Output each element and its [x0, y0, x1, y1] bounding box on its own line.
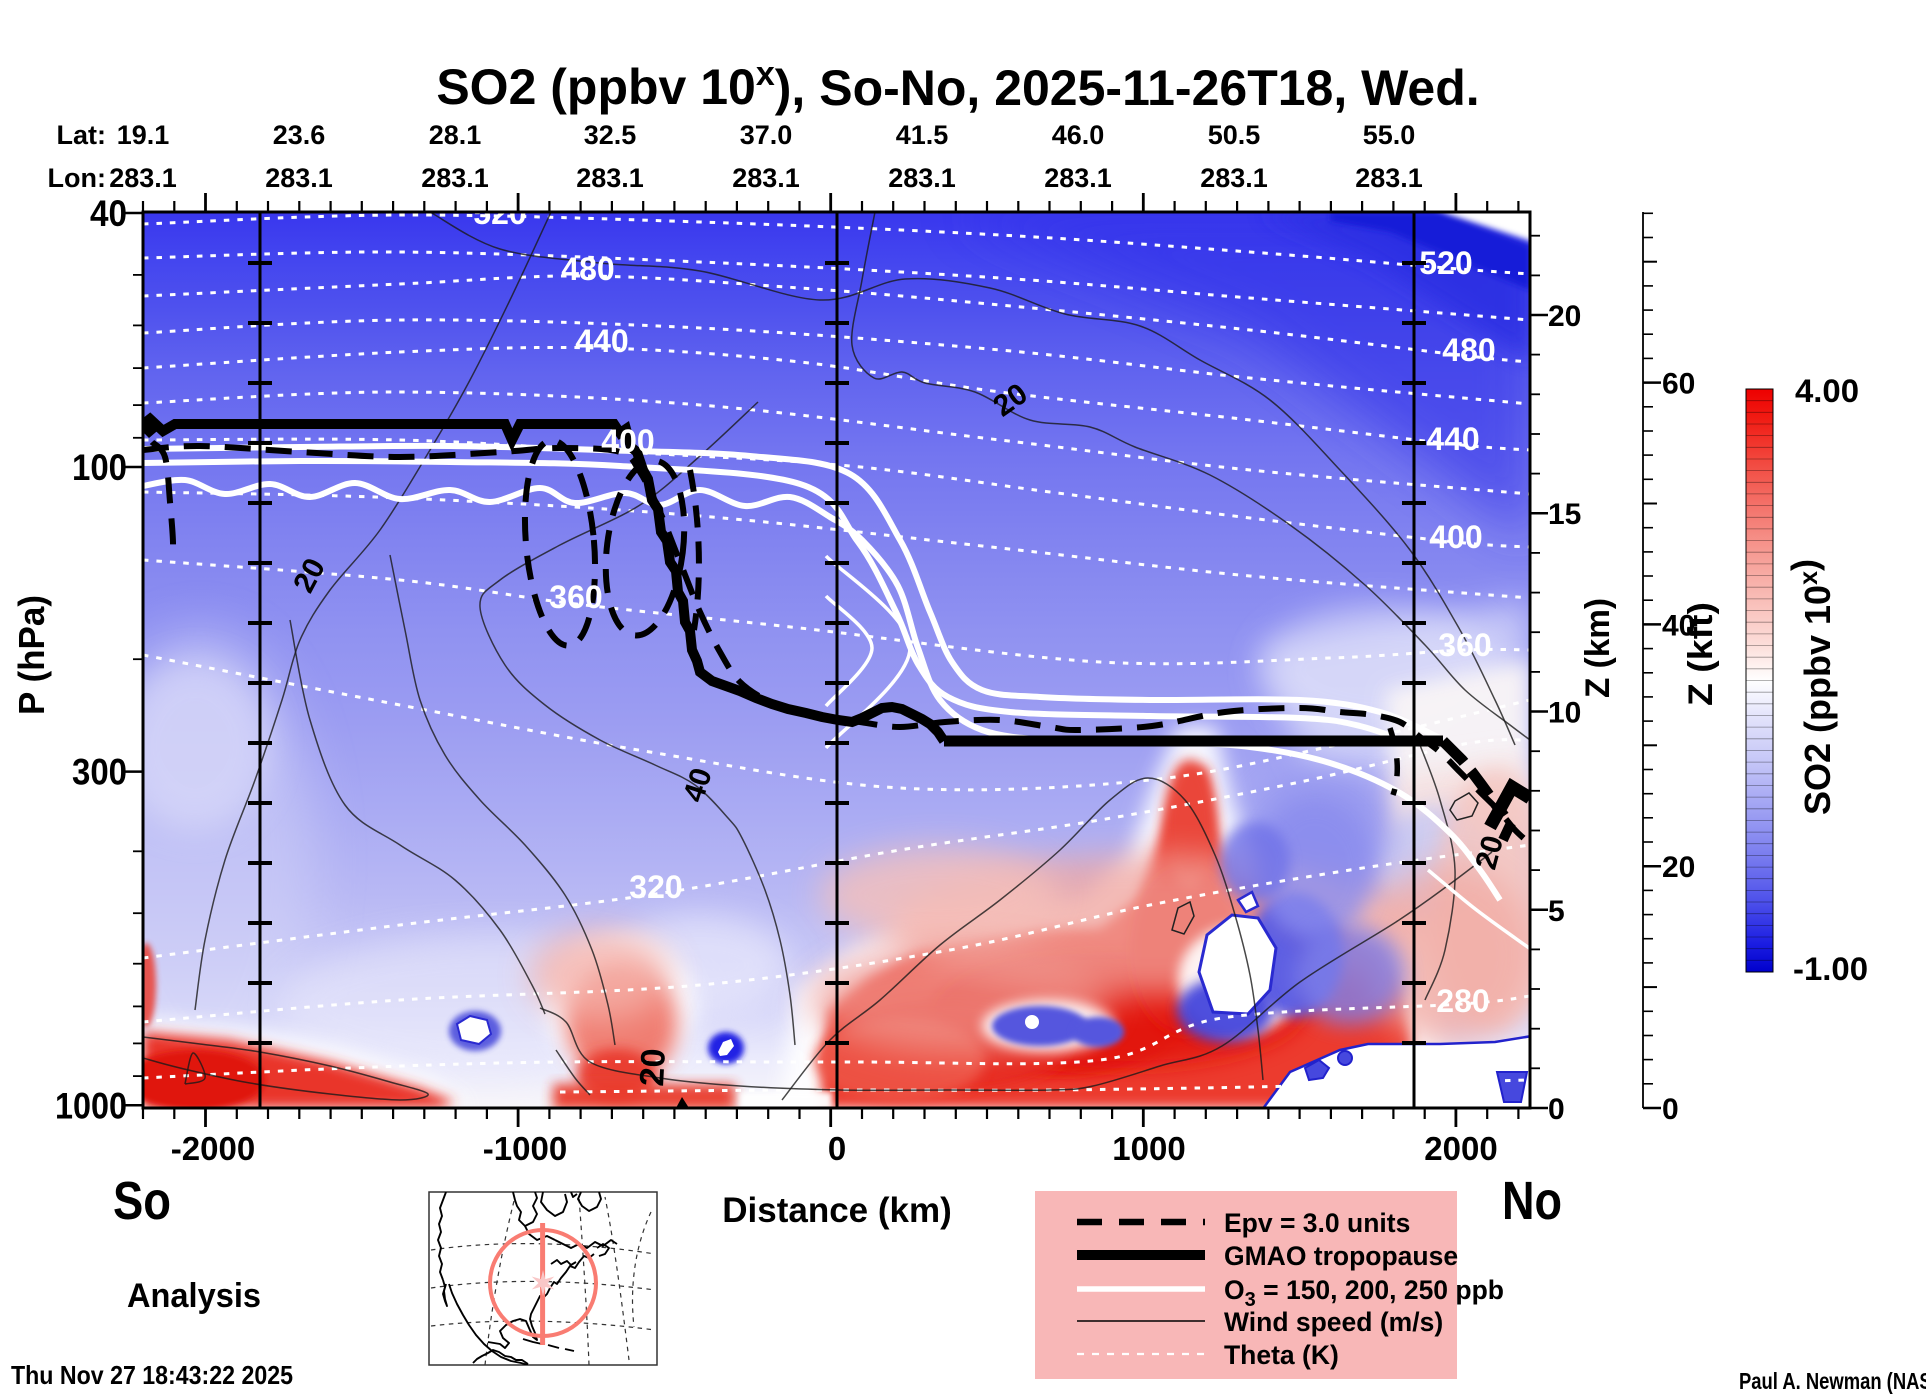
- svg-text:40: 40: [1662, 609, 1695, 642]
- svg-text:20: 20: [1662, 851, 1695, 884]
- svg-text:480: 480: [561, 251, 614, 287]
- svg-text:440: 440: [1426, 421, 1479, 457]
- svg-text:400: 400: [1429, 519, 1482, 555]
- svg-text:360: 360: [1438, 627, 1491, 663]
- svg-text:Theta (K): Theta (K): [1224, 1340, 1339, 1370]
- svg-text:520: 520: [1419, 245, 1472, 281]
- svg-text:300: 300: [72, 752, 127, 793]
- svg-text:283.1: 283.1: [1355, 163, 1423, 193]
- svg-text:GMAO tropopause: GMAO tropopause: [1224, 1241, 1458, 1271]
- svg-text:55.0: 55.0: [1363, 120, 1416, 150]
- svg-text:60: 60: [1662, 368, 1695, 401]
- svg-text:360: 360: [549, 579, 602, 615]
- svg-text:440: 440: [575, 323, 628, 359]
- svg-text:32.5: 32.5: [584, 120, 637, 150]
- svg-text:So: So: [113, 1171, 171, 1231]
- svg-text:283.1: 283.1: [421, 163, 489, 193]
- svg-text:SO2 (ppbv 10x), So-No, 2025-11: SO2 (ppbv 10x), So-No, 2025-11-26T18, We…: [436, 55, 1479, 116]
- svg-text:320: 320: [629, 869, 682, 905]
- svg-text:5: 5: [1548, 895, 1565, 928]
- svg-text:20: 20: [1548, 300, 1581, 333]
- svg-text:280: 280: [1436, 983, 1489, 1019]
- svg-text:400: 400: [601, 423, 654, 459]
- svg-text:0: 0: [1662, 1093, 1679, 1126]
- svg-text:-2000: -2000: [171, 1130, 255, 1167]
- svg-text:Wind speed (m/s): Wind speed (m/s): [1224, 1307, 1443, 1337]
- svg-text:1000: 1000: [55, 1085, 127, 1126]
- svg-text:40: 40: [90, 193, 127, 234]
- svg-text:Z (kft): Z (kft): [1682, 602, 1720, 706]
- svg-text:0: 0: [828, 1130, 846, 1167]
- svg-text:Analysis: Analysis: [127, 1277, 261, 1315]
- svg-text:SO2 (ppbv 10x): SO2 (ppbv 10x): [1784, 559, 1838, 815]
- svg-text:0: 0: [1548, 1093, 1565, 1126]
- svg-text:-1.00: -1.00: [1793, 951, 1868, 987]
- svg-text:283.1: 283.1: [1200, 163, 1268, 193]
- svg-text:No: No: [1502, 1171, 1562, 1231]
- svg-text:41.5: 41.5: [896, 120, 949, 150]
- svg-text:10: 10: [1548, 697, 1581, 730]
- svg-text:480: 480: [1442, 332, 1495, 368]
- svg-text:28.1: 28.1: [429, 120, 482, 150]
- svg-text:46.0: 46.0: [1052, 120, 1105, 150]
- svg-text:23.6: 23.6: [273, 120, 326, 150]
- svg-text:2000: 2000: [1424, 1130, 1497, 1167]
- svg-text:15: 15: [1548, 498, 1581, 531]
- svg-text:283.1: 283.1: [265, 163, 333, 193]
- svg-text:37.0: 37.0: [740, 120, 793, 150]
- svg-text:100: 100: [72, 447, 127, 488]
- svg-text:283.1: 283.1: [732, 163, 800, 193]
- svg-text:50.5: 50.5: [1208, 120, 1261, 150]
- svg-text:283.1: 283.1: [576, 163, 644, 193]
- svg-text:Epv = 3.0 units: Epv = 3.0 units: [1224, 1208, 1410, 1238]
- svg-text:20: 20: [633, 1048, 673, 1088]
- svg-text:-1000: -1000: [483, 1130, 567, 1167]
- svg-text:19.1: 19.1: [117, 120, 170, 150]
- svg-text:Lon:: Lon:: [48, 163, 106, 193]
- svg-text:283.1: 283.1: [888, 163, 956, 193]
- svg-text:Paul A. Newman (NASA: Paul A. Newman (NASA: [1739, 1368, 1926, 1394]
- svg-text:Lat:: Lat:: [57, 120, 107, 150]
- svg-text:Distance (km): Distance (km): [722, 1191, 952, 1230]
- svg-text:520: 520: [473, 195, 526, 231]
- svg-text:Z (km): Z (km): [1579, 598, 1617, 698]
- svg-text:Thu Nov 27 18:43:22 2025: Thu Nov 27 18:43:22 2025: [11, 1360, 293, 1390]
- svg-text:283.1: 283.1: [109, 163, 177, 193]
- svg-text:1000: 1000: [1112, 1130, 1185, 1167]
- svg-text:4.00: 4.00: [1795, 373, 1859, 409]
- svg-text:283.1: 283.1: [1044, 163, 1112, 193]
- svg-text:P (hPa): P (hPa): [11, 595, 52, 715]
